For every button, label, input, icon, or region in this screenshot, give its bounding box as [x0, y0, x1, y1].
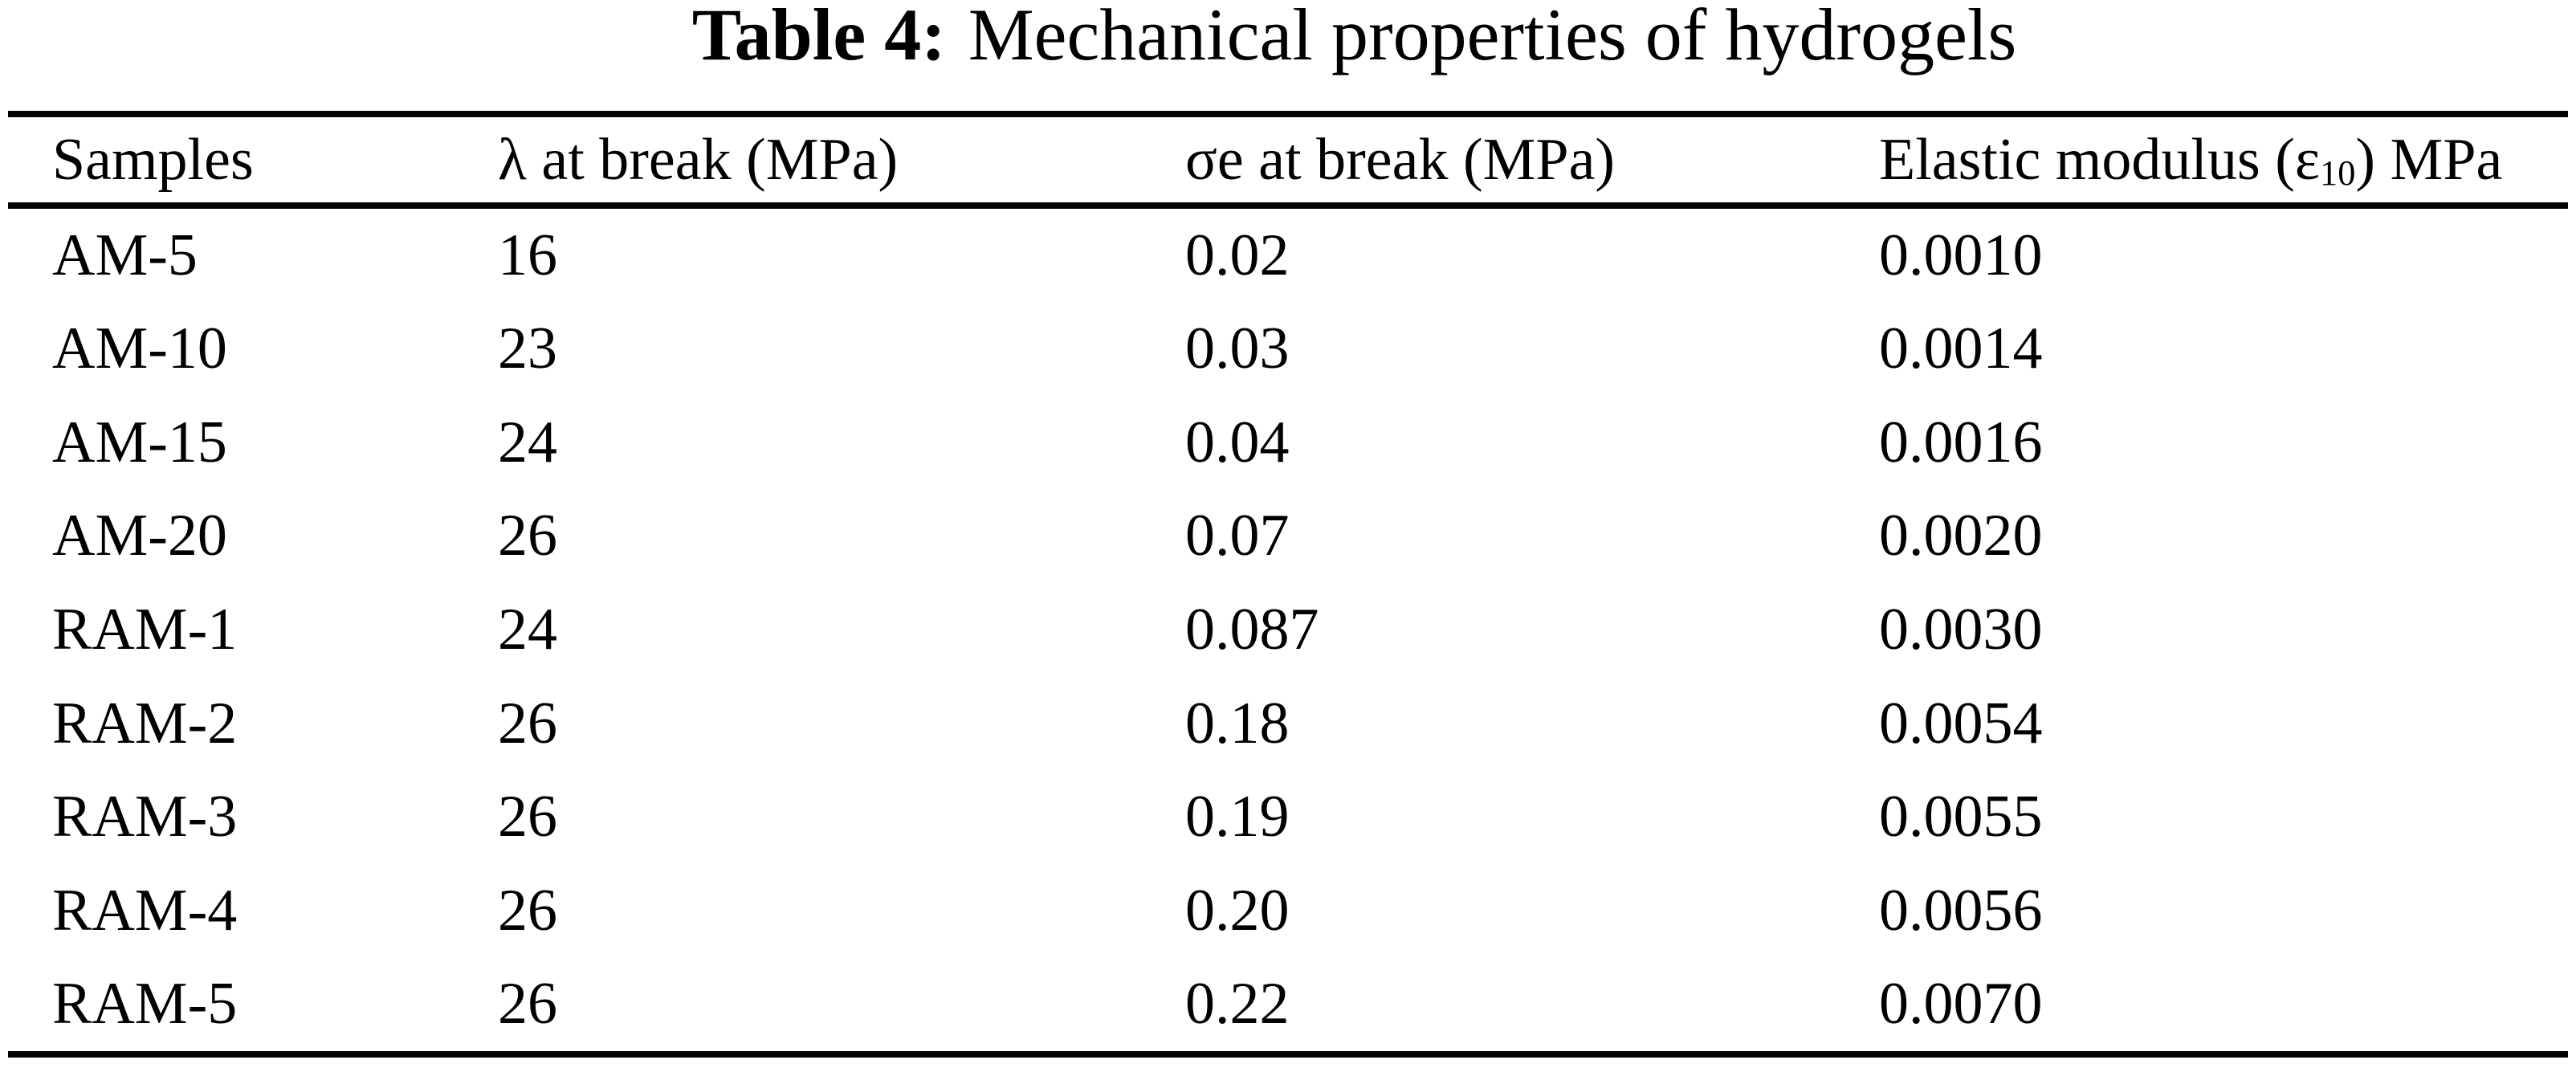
header-samples: Samples [52, 126, 254, 193]
table-row: RAM-3 26 0.19 0.0055 [8, 770, 2568, 864]
sample-name-cell: AM-20 [52, 503, 227, 569]
sigma-at-break-cell: 0.19 [1185, 784, 1290, 850]
table-caption: Table 4: Mechanical properties of hydroge… [0, 0, 2576, 111]
table-row: RAM-4 26 0.20 0.0056 [8, 864, 2568, 958]
sigma-at-break-cell: 0.22 [1185, 971, 1290, 1037]
table-row: AM-5 16 0.02 0.0010 [8, 209, 2568, 303]
elastic-modulus-cell: 0.0070 [1879, 971, 2043, 1037]
elastic-modulus-cell: 0.0020 [1879, 503, 2043, 569]
table-caption-label: Table 4: [691, 0, 946, 75]
lambda-at-break-cell: 26 [498, 690, 557, 756]
elastic-modulus-cell: 0.0030 [1879, 596, 2043, 662]
sample-name-cell: RAM-2 [52, 690, 238, 756]
table-row: RAM-5 26 0.22 0.0070 [8, 957, 2568, 1051]
table-row: RAM-1 24 0.087 0.0030 [8, 583, 2568, 677]
elastic-modulus-cell: 0.0056 [1879, 877, 2043, 944]
header-elastic-modulus-suffix: ) MPa [2355, 126, 2503, 193]
properties-table: Samples λ at break (MPa) σe at break (MP… [8, 111, 2568, 1058]
sigma-at-break-cell: 0.20 [1185, 877, 1290, 944]
sample-name-cell: AM-15 [52, 409, 227, 475]
sigma-at-break-cell: 0.02 [1185, 222, 1290, 288]
table-header-row: Samples λ at break (MPa) σe at break (MP… [8, 117, 2568, 209]
sigma-at-break-cell: 0.03 [1185, 316, 1290, 382]
lambda-at-break-cell: 26 [498, 784, 557, 850]
header-sigma-at-break: σe at break (MPa) [1185, 126, 1616, 193]
elastic-modulus-cell: 0.0014 [1879, 316, 2043, 382]
lambda-at-break-cell: 24 [498, 596, 557, 662]
sample-name-cell: RAM-4 [52, 877, 238, 944]
lambda-at-break-cell: 26 [498, 503, 557, 569]
lambda-at-break-cell: 23 [498, 316, 557, 382]
sample-name-cell: AM-5 [52, 222, 198, 288]
sample-name-cell: RAM-5 [52, 971, 238, 1037]
lambda-at-break-cell: 26 [498, 971, 557, 1037]
sigma-at-break-cell: 0.18 [1185, 690, 1290, 756]
sample-name-cell: AM-10 [52, 316, 227, 382]
header-elastic-modulus: Elastic modulus (ε10) MPa [1879, 126, 2568, 194]
table-row: AM-10 23 0.03 0.0014 [8, 303, 2568, 397]
table-body: AM-5 16 0.02 0.0010 AM-10 23 0.03 0.0014… [8, 209, 2568, 1051]
table-row: AM-20 26 0.07 0.0020 [8, 490, 2568, 584]
lambda-at-break-cell: 24 [498, 409, 557, 475]
elastic-modulus-cell: 0.0054 [1879, 690, 2043, 756]
elastic-modulus-cell: 0.0055 [1879, 784, 2043, 850]
sigma-at-break-cell: 0.07 [1185, 503, 1290, 569]
lambda-at-break-cell: 26 [498, 877, 557, 944]
table-row: AM-15 24 0.04 0.0016 [8, 396, 2568, 490]
table-row: RAM-2 26 0.18 0.0054 [8, 677, 2568, 771]
sample-name-cell: RAM-3 [52, 784, 238, 850]
lambda-at-break-cell: 16 [498, 222, 557, 288]
table-caption-text: Mechanical properties of hydrogels [968, 0, 2017, 75]
header-elastic-modulus-prefix: Elastic modulus (ε [1879, 126, 2321, 193]
elastic-modulus-cell: 0.0010 [1879, 222, 2043, 288]
header-elastic-modulus-subscript: 10 [2320, 153, 2356, 194]
elastic-modulus-cell: 0.0016 [1879, 409, 2043, 475]
sigma-at-break-cell: 0.087 [1185, 596, 1319, 662]
sigma-at-break-cell: 0.04 [1185, 409, 1290, 475]
sample-name-cell: RAM-1 [52, 596, 238, 662]
header-lambda-at-break: λ at break (MPa) [498, 126, 899, 193]
